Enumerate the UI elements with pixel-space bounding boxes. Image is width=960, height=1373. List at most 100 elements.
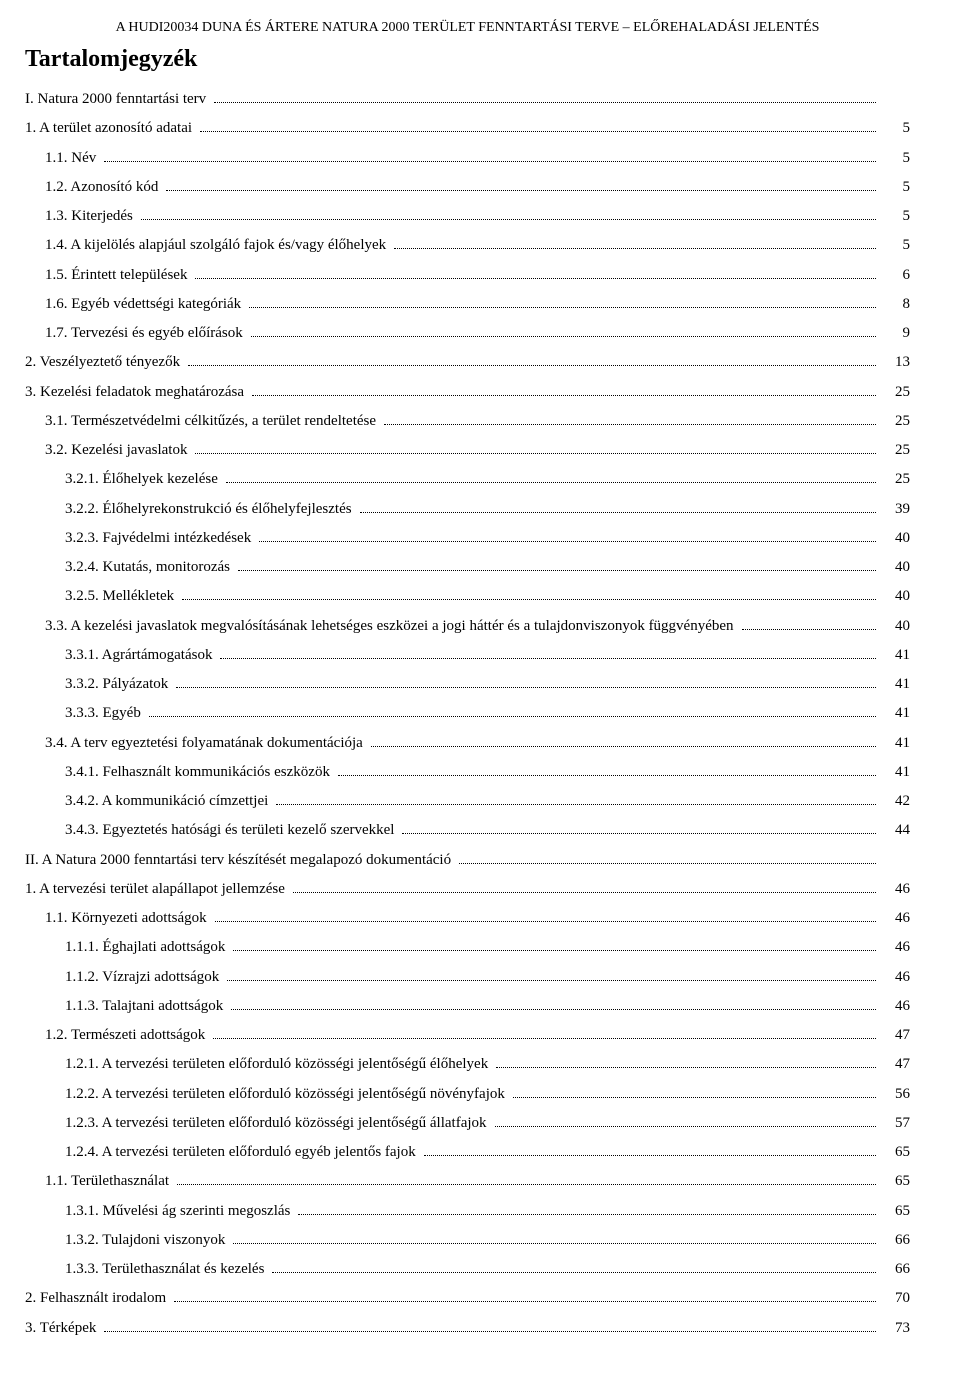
toc-entry-page: 25 [880,436,910,465]
toc-dots [176,687,876,688]
toc-entry-label: 2. Felhasznált irodalom [25,1284,170,1313]
toc-entry-label: I. Natura 2000 fenntartási terv [25,85,210,114]
toc-entry-label: 1. A terület azonosító adatai [25,114,196,143]
toc-dots [226,482,876,483]
toc-entry: 1.1.2. Vízrajzi adottságok46 [25,963,910,992]
toc-entry-page: 5 [880,231,910,260]
toc-entry: 1.1.1. Éghajlati adottságok 46 [25,933,910,962]
toc-entry-label: 1.1.1. Éghajlati adottságok [65,933,229,962]
toc-entry-label: 1.3.2. Tulajdoni viszonyok [65,1226,229,1255]
toc-entry-label: 1.3.1. Művelési ág szerinti megoszlás [65,1197,294,1226]
toc-entry-page: 40 [880,612,910,641]
toc-entry-page: 46 [880,904,910,933]
toc-dots [213,1038,876,1039]
toc-entry-page: 41 [880,670,910,699]
toc-dots [495,1126,876,1127]
toc-dots [459,863,876,864]
toc-entry-label: 1. A tervezési terület alapállapot jelle… [25,875,289,904]
toc-entry-label: 1.1. Név [45,144,100,173]
toc-entry-label: 1.2. Azonosító kód [45,173,162,202]
toc-entry-label: 3.2. Kezelési javaslatok [45,436,191,465]
toc-entry-label: 3.2.5. Mellékletek [65,582,178,611]
toc-entry-label: 3.4.3. Egyeztetés hatósági és területi k… [65,816,398,845]
toc-entry: I. Natura 2000 fenntartási terv [25,85,910,114]
toc-entry-page: 39 [880,495,910,524]
toc-entry-page: 5 [880,144,910,173]
toc-dots [251,336,876,337]
toc-entry-label: 3.2.3. Fajvédelmi intézkedések [65,524,255,553]
toc-entry-label: 1.1.2. Vízrajzi adottságok [65,963,223,992]
toc-entry-page: 5 [880,173,910,202]
toc-entry-page: 41 [880,699,910,728]
toc-entry-label: 3.2.2. Élőhelyrekonstrukció és élőhelyfe… [65,495,356,524]
toc-dots [177,1184,876,1185]
toc-dots [496,1067,876,1068]
toc-entry: 3.2.5. Mellékletek40 [25,582,910,611]
toc-entry: 1.3. Kiterjedés5 [25,202,910,231]
toc-dots [402,833,876,834]
toc-dots [259,541,876,542]
toc-entry: 1.2.4. A tervezési területen előforduló … [25,1138,910,1167]
toc-entry: 1. A terület azonosító adatai 5 [25,114,910,143]
toc-dots [238,570,876,571]
toc-dots [371,746,876,747]
toc-entry-page: 6 [880,261,910,290]
toc-dots [276,804,876,805]
toc-dots [195,278,876,279]
toc-entry: 1.4. A kijelölés alapjául szolgáló fajok… [25,231,910,260]
toc-entry-page: 47 [880,1050,910,1079]
toc-entry: 3.3. A kezelési javaslatok megvalósításá… [25,612,910,641]
toc-entry-page: 46 [880,933,910,962]
toc-entry: 1.1.3. Talajtani adottságok46 [25,992,910,1021]
toc-entry-page: 41 [880,758,910,787]
toc-entry-page: 47 [880,1021,910,1050]
toc-entry: 3.2. Kezelési javaslatok 25 [25,436,910,465]
toc-entry-page: 25 [880,465,910,494]
toc-entry: 3.2.3. Fajvédelmi intézkedések 40 [25,524,910,553]
toc-dots [166,190,876,191]
toc-dots [141,219,876,220]
toc-dots [104,161,876,162]
toc-entry-label: 1.2. Természeti adottságok [45,1021,209,1050]
toc-entry-page: 25 [880,378,910,407]
toc-dots [215,921,876,922]
toc-entry-page: 5 [880,202,910,231]
toc-entry-label: 3.1. Természetvédelmi célkitűzés, a terü… [45,407,380,436]
toc-entry-page: 46 [880,992,910,1021]
toc-entry: 1.3.3. Területhasználat és kezelés66 [25,1255,910,1284]
toc-entry: 3.3.2. Pályázatok41 [25,670,910,699]
toc-dots [104,1331,876,1332]
toc-dots [384,424,876,425]
toc-entry: 1.3.1. Művelési ág szerinti megoszlás65 [25,1197,910,1226]
toc-entry-label: 3.4. A terv egyeztetési folyamatának dok… [45,729,367,758]
toc-dots [200,131,876,132]
toc-dots [249,307,876,308]
toc-dots [338,775,876,776]
toc-dots [195,453,876,454]
toc-entry-label: 2. Veszélyeztető tényezők [25,348,184,377]
toc-title: Tartalomjegyzék [25,46,910,73]
toc-dots [293,892,876,893]
toc-entry: 1.1. Név 5 [25,144,910,173]
toc-entry-page: 40 [880,524,910,553]
toc-entry-page: 41 [880,729,910,758]
page-header: A HUDI20034 DUNA ÉS ÁRTERE NATURA 2000 T… [25,20,910,36]
toc-entry-label: 3.2.4. Kutatás, monitorozás [65,553,234,582]
toc-entry: 3.3.3. Egyéb41 [25,699,910,728]
toc-dots [742,629,876,630]
toc-entry-label: 1.4. A kijelölés alapjául szolgáló fajok… [45,231,390,260]
toc-entry-page: 41 [880,641,910,670]
toc-entry-label: 1.5. Érintett települések [45,261,191,290]
toc-entry: 1.2.3. A tervezési területen előforduló … [25,1109,910,1138]
toc-entry: 1.5. Érintett települések 6 [25,261,910,290]
toc-entry-page: 56 [880,1080,910,1109]
toc-entry-label: 1.2.4. A tervezési területen előforduló … [65,1138,420,1167]
toc-container: I. Natura 2000 fenntartási terv1. A terü… [25,85,910,1343]
toc-dots [394,248,876,249]
toc-entry-label: 3.2.1. Élőhelyek kezelése [65,465,222,494]
toc-entry: 3. Kezelési feladatok meghatározása25 [25,378,910,407]
toc-entry-page: 5 [880,114,910,143]
toc-dots [231,1009,876,1010]
toc-entry: 1.2. Azonosító kód 5 [25,173,910,202]
toc-entry: 3.4.1. Felhasznált kommunikációs eszközö… [25,758,910,787]
